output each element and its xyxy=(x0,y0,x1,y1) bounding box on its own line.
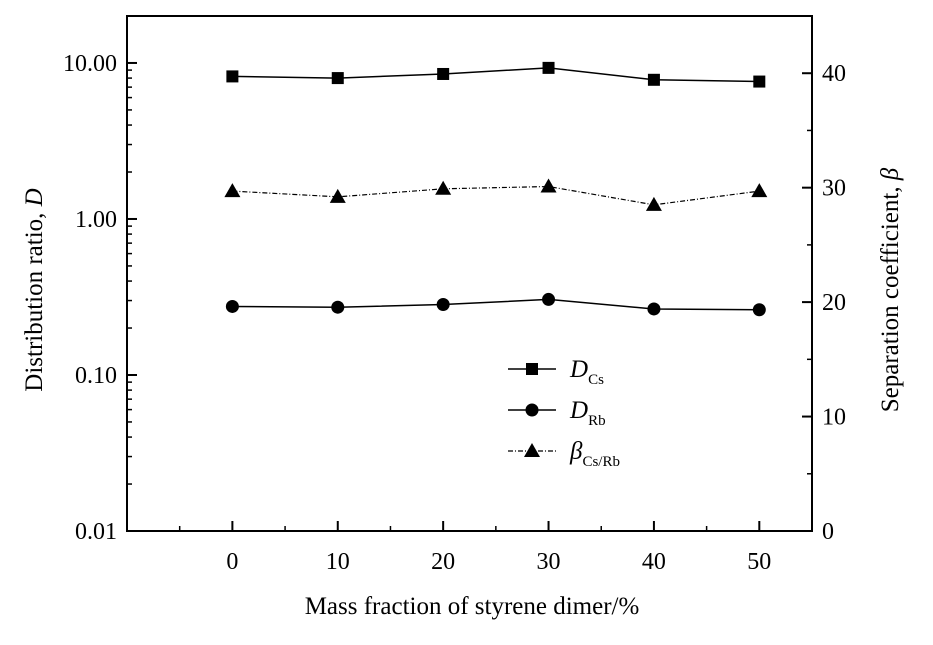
data-point-DRb xyxy=(542,292,556,306)
left-tick-label: 0.10 xyxy=(75,363,117,389)
legend-symbol: β xyxy=(569,438,583,465)
right-tick-label: 30 xyxy=(822,176,846,202)
x-axis-title: Mass fraction of styrene dimer/% xyxy=(305,593,640,620)
data-point-DRb xyxy=(647,302,661,316)
x-tick-label: 50 xyxy=(747,549,771,575)
data-point-DCs xyxy=(437,67,450,80)
legend-label-DCs: DCs xyxy=(569,356,604,388)
x-axis: 0 10 20 30 40 50 xyxy=(126,521,771,575)
data-point-DCs xyxy=(542,61,555,74)
x-tick-label: 30 xyxy=(537,549,561,575)
legend-subscript: Cs/Rb xyxy=(582,454,620,470)
x-tick-label: 20 xyxy=(431,549,455,575)
series-line-DRb xyxy=(232,298,760,311)
left-axis-title: Distribution ratio, D xyxy=(21,188,48,391)
left-axis-title-symbol: D xyxy=(21,188,48,207)
series-line-beta xyxy=(232,185,760,206)
data-point-DCs xyxy=(331,72,344,85)
data-point-DCs xyxy=(226,70,239,83)
x-tick-label: 10 xyxy=(326,549,350,575)
x-tick-label: 0 xyxy=(226,549,238,575)
data-point-DCs xyxy=(753,75,766,88)
legend-label-DRb: DRb xyxy=(569,397,606,429)
left-axis-title-text: Distribution ratio, xyxy=(21,206,48,391)
data-point-beta xyxy=(645,196,662,211)
legend-marker-beta xyxy=(524,443,540,457)
right-tick-label: 10 xyxy=(822,405,846,431)
data-point-DRb xyxy=(436,298,450,312)
legend-subscript: Rb xyxy=(588,413,606,429)
legend-symbol: D xyxy=(569,356,588,383)
x-tick-label: 40 xyxy=(642,549,666,575)
series-line-DCs xyxy=(232,67,760,83)
data-point-beta xyxy=(329,188,346,203)
left-axis: 0.01 0.10 1.00 10.00 xyxy=(63,51,137,545)
data-point-beta xyxy=(751,183,768,198)
data-point-DRb xyxy=(331,300,345,314)
left-tick-label: 0.01 xyxy=(75,519,117,545)
legend-symbol: D xyxy=(569,397,588,424)
right-tick-label: 20 xyxy=(822,290,846,316)
right-axis-title-text: Separation coefficient, xyxy=(877,180,904,412)
legend-subscript: Cs xyxy=(588,372,604,388)
plot-frame xyxy=(126,15,813,532)
data-point-DRb xyxy=(752,303,766,317)
series-layer xyxy=(224,61,768,317)
legend-label-beta: βCs/Rb xyxy=(569,438,620,470)
data-point-DCs xyxy=(647,73,660,86)
data-point-DRb xyxy=(225,299,239,313)
right-tick-label: 0 xyxy=(822,519,834,545)
right-tick-label: 40 xyxy=(822,61,846,87)
right-axis-title-symbol: β xyxy=(877,167,904,181)
legend-marker-DRb xyxy=(525,403,539,417)
data-point-beta xyxy=(224,183,241,198)
right-axis-title: Separation coefficient, β xyxy=(877,167,904,412)
left-tick-label: 1.00 xyxy=(75,207,117,233)
plot-border xyxy=(126,15,813,532)
left-tick-label: 10.00 xyxy=(63,51,117,77)
data-point-beta xyxy=(435,180,452,195)
legend-marker-DCs xyxy=(526,363,538,375)
data-point-beta xyxy=(540,178,557,193)
right-axis: 0 10 20 30 40 xyxy=(802,61,846,545)
